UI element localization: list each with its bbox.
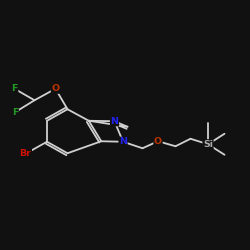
Text: O: O <box>52 84 60 93</box>
Text: F: F <box>12 108 18 117</box>
Text: O: O <box>154 137 162 146</box>
Text: F: F <box>11 84 18 93</box>
Text: N: N <box>110 117 118 126</box>
Text: Br: Br <box>20 149 32 158</box>
Text: N: N <box>119 137 127 146</box>
Text: Si: Si <box>203 140 213 149</box>
